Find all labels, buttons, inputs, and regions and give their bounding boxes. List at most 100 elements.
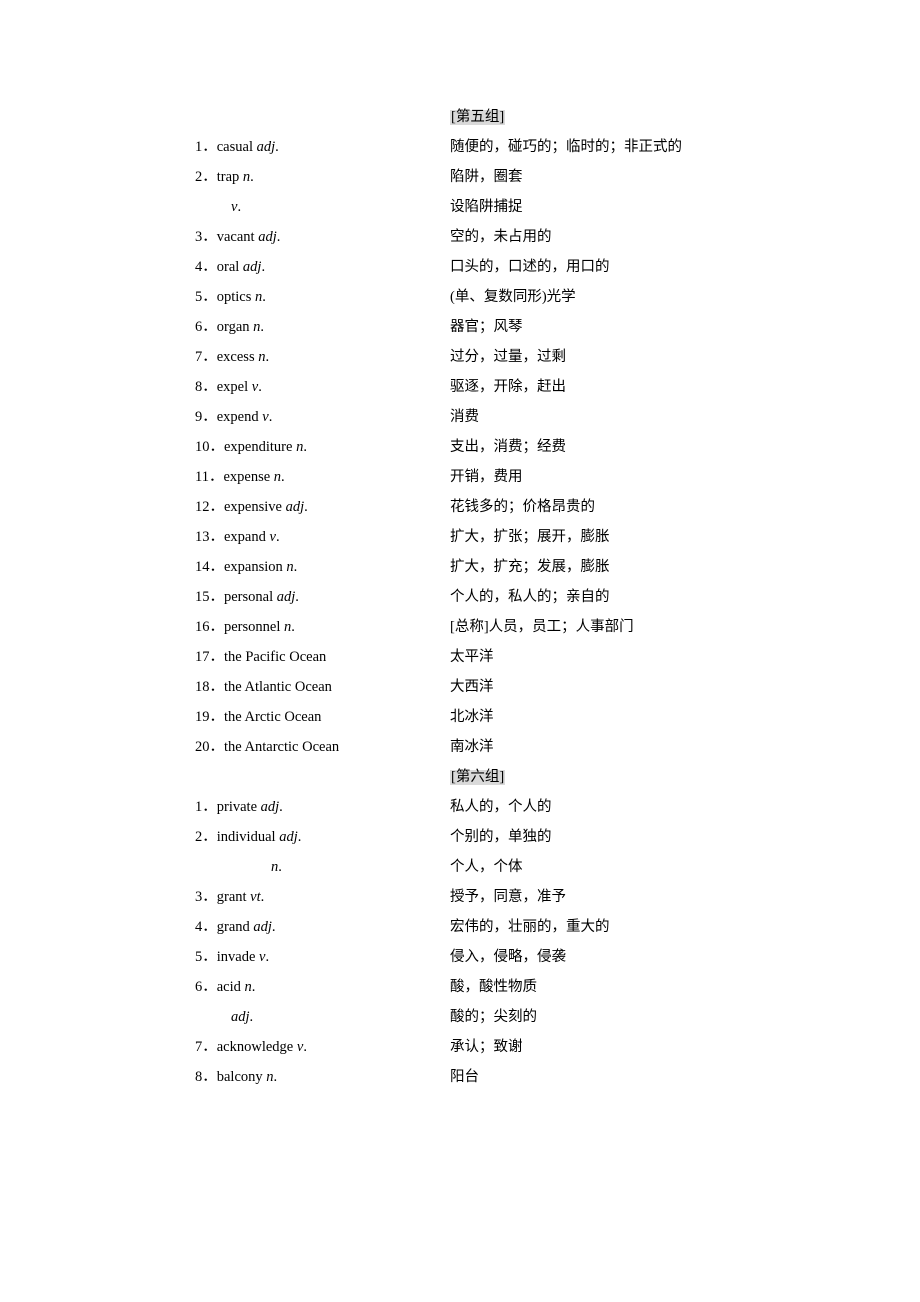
vocab-row: 10．expenditure n.支出，消费；经费 <box>195 440 820 455</box>
vocab-row: 18．the Atlantic Ocean大西洋 <box>195 680 820 695</box>
vocab-row: 16．personnel n.[总称]人员，员工；人事部门 <box>195 620 820 635</box>
term-cell: 6．acid n. <box>195 980 450 995</box>
definition-cell: 个人的，私人的；亲自的 <box>450 590 820 605</box>
term-cell: 9．expend v. <box>195 410 450 425</box>
term-sub-cell: adj. <box>195 1010 450 1025</box>
term-cell: 20．the Antarctic Ocean <box>195 740 450 755</box>
definition-cell: 过分，过量，过剩 <box>450 350 820 365</box>
term-cell: 11．expense n. <box>195 470 450 485</box>
vocab-row: 5．optics n.(单、复数同形)光学 <box>195 290 820 305</box>
header-spacer <box>195 770 450 785</box>
definition-cell: (单、复数同形)光学 <box>450 290 820 305</box>
vocab-row: 2．trap n.陷阱，圈套 <box>195 170 820 185</box>
definition-cell: 酸的；尖刻的 <box>450 1010 820 1025</box>
definition-cell: 北冰洋 <box>450 710 820 725</box>
vocab-row: 1．private adj.私人的，个人的 <box>195 800 820 815</box>
vocab-row: 11．expense n.开销，费用 <box>195 470 820 485</box>
definition-cell: 个人，个体 <box>450 860 820 875</box>
vocab-row: 5．invade v.侵入，侵略，侵袭 <box>195 950 820 965</box>
term-cell: 8．balcony n. <box>195 1070 450 1085</box>
term-cell: 16．personnel n. <box>195 620 450 635</box>
definition-cell: 扩大，扩充；发展，膨胀 <box>450 560 820 575</box>
term-cell: 1．private adj. <box>195 800 450 815</box>
definition-cell: 扩大，扩张；展开，膨胀 <box>450 530 820 545</box>
term-cell: 18．the Atlantic Ocean <box>195 680 450 695</box>
term-cell: 7．acknowledge v. <box>195 1040 450 1055</box>
vocab-row: n. 个人，个体 <box>195 860 820 875</box>
page-content: [第五组] 1．casual adj.随便的，碰巧的；临时的；非正式的 2．trap… <box>0 0 920 1160</box>
term-cell: 7．excess n. <box>195 350 450 365</box>
term-cell: 4．oral adj. <box>195 260 450 275</box>
vocab-row: v. 设陷阱捕捉 <box>195 200 820 215</box>
definition-cell: 太平洋 <box>450 650 820 665</box>
term-cell: 15．personal adj. <box>195 590 450 605</box>
term-cell: 8．expel v. <box>195 380 450 395</box>
definition-cell: 器官；风琴 <box>450 320 820 335</box>
vocab-row: 19．the Arctic Ocean北冰洋 <box>195 710 820 725</box>
vocab-row: 6．acid n.酸，酸性物质 <box>195 980 820 995</box>
vocab-row: 7．acknowledge v.承认；致谢 <box>195 1040 820 1055</box>
term-cell: 3．grant vt. <box>195 890 450 905</box>
vocab-row: 2．individual adj.个别的，单独的 <box>195 830 820 845</box>
definition-cell: 随便的，碰巧的；临时的；非正式的 <box>450 140 820 155</box>
definition-cell: 宏伟的，壮丽的，重大的 <box>450 920 820 935</box>
term-sub-cell: v. <box>195 200 450 215</box>
term-cell: 2．individual adj. <box>195 830 450 845</box>
definition-cell: 花钱多的；价格昂贵的 <box>450 500 820 515</box>
term-cell: 17．the Pacific Ocean <box>195 650 450 665</box>
term-cell: 4．grand adj. <box>195 920 450 935</box>
definition-cell: 驱逐，开除，赶出 <box>450 380 820 395</box>
definition-cell: 私人的，个人的 <box>450 800 820 815</box>
vocab-row: 7．excess n.过分，过量，过剩 <box>195 350 820 365</box>
definition-cell: 设陷阱捕捉 <box>450 200 820 215</box>
term-sub-cell: n. <box>195 860 450 875</box>
definition-cell: 大西洋 <box>450 680 820 695</box>
definition-cell: 空的，未占用的 <box>450 230 820 245</box>
term-cell: 14．expansion n. <box>195 560 450 575</box>
term-cell: 13．expand v. <box>195 530 450 545</box>
group-header-cell: [第六组] <box>450 770 505 785</box>
definition-cell: 支出，消费；经费 <box>450 440 820 455</box>
vocab-row: 12．expensive adj.花钱多的；价格昂贵的 <box>195 500 820 515</box>
vocab-row: 1．casual adj.随便的，碰巧的；临时的；非正式的 <box>195 140 820 155</box>
definition-cell: 个别的，单独的 <box>450 830 820 845</box>
sub-pos: n. <box>195 860 282 875</box>
vocab-row: 4．oral adj.口头的，口述的，用口的 <box>195 260 820 275</box>
vocab-row: adj. 酸的；尖刻的 <box>195 1010 820 1025</box>
sub-pos: adj. <box>195 1010 253 1025</box>
definition-cell: 口头的，口述的，用口的 <box>450 260 820 275</box>
vocab-row: 20．the Antarctic Ocean南冰洋 <box>195 740 820 755</box>
term-cell: 2．trap n. <box>195 170 450 185</box>
vocab-row: 9．expend v.消费 <box>195 410 820 425</box>
group-header-cell: [第五组] <box>450 110 505 125</box>
vocab-row: 3．vacant adj.空的，未占用的 <box>195 230 820 245</box>
sub-pos: v. <box>195 200 241 215</box>
group-header-row: [第五组] <box>195 110 820 125</box>
vocab-row: 13．expand v.扩大，扩张；展开，膨胀 <box>195 530 820 545</box>
vocab-row: 3．grant vt.授予，同意，准予 <box>195 890 820 905</box>
definition-cell: 侵入，侵略，侵袭 <box>450 950 820 965</box>
term-cell: 5．optics n. <box>195 290 450 305</box>
vocab-row: 4．grand adj.宏伟的，壮丽的，重大的 <box>195 920 820 935</box>
definition-cell: 消费 <box>450 410 820 425</box>
definition-cell: 阳台 <box>450 1070 820 1085</box>
definition-cell: 开销，费用 <box>450 470 820 485</box>
term-cell: 19．the Arctic Ocean <box>195 710 450 725</box>
definition-cell: 陷阱，圈套 <box>450 170 820 185</box>
term-cell: 3．vacant adj. <box>195 230 450 245</box>
group-header: [第五组] <box>450 110 505 125</box>
term-cell: 6．organ n. <box>195 320 450 335</box>
header-spacer <box>195 110 450 125</box>
vocab-row: 8．balcony n.阳台 <box>195 1070 820 1085</box>
group-header: [第六组] <box>450 770 505 785</box>
definition-cell: 酸，酸性物质 <box>450 980 820 995</box>
vocab-row: 14．expansion n.扩大，扩充；发展，膨胀 <box>195 560 820 575</box>
term-cell: 10．expenditure n. <box>195 440 450 455</box>
definition-cell: 承认；致谢 <box>450 1040 820 1055</box>
group-header-row: [第六组] <box>195 770 820 785</box>
vocab-row: 15．personal adj.个人的，私人的；亲自的 <box>195 590 820 605</box>
definition-cell: 授予，同意，准予 <box>450 890 820 905</box>
vocab-row: 17．the Pacific Ocean太平洋 <box>195 650 820 665</box>
vocab-row: 8．expel v.驱逐，开除，赶出 <box>195 380 820 395</box>
term-cell: 12．expensive adj. <box>195 500 450 515</box>
